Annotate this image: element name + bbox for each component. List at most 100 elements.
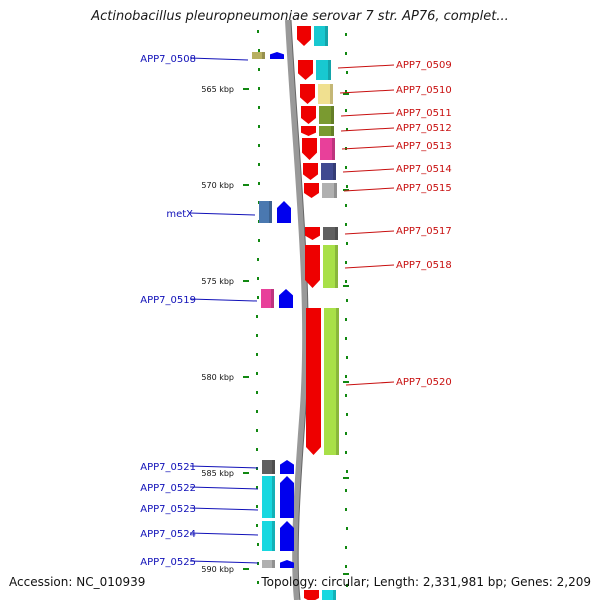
tick-mark <box>258 87 260 90</box>
tick-mark <box>258 163 260 166</box>
block-shade <box>272 476 275 518</box>
tick-mark <box>256 410 258 413</box>
gene-label[interactable]: APP7_0515 <box>396 183 452 194</box>
tick-mark <box>346 128 348 131</box>
tick-mark <box>345 204 347 207</box>
reverse-strand-arrow <box>279 289 293 308</box>
gene-label[interactable]: APP7_0513 <box>396 141 452 152</box>
gene-label[interactable]: APP7_0518 <box>396 260 452 271</box>
gene-block <box>323 227 338 240</box>
gene-label[interactable]: APP7_0519 <box>140 295 196 306</box>
gene-block <box>318 84 333 104</box>
tick-mark <box>346 242 348 245</box>
gene-label[interactable]: APP7_0511 <box>396 108 452 119</box>
forward-strand-arrow <box>298 60 313 80</box>
tick-mark <box>257 562 259 565</box>
tick-mark <box>256 429 258 432</box>
gene-label[interactable]: APP7_0514 <box>396 164 452 175</box>
tick-mark <box>345 90 347 93</box>
block-shade <box>336 308 339 455</box>
map-title: Actinobacillus pleuropneumoniae serovar … <box>91 9 509 24</box>
gene-label[interactable]: APP7_0510 <box>396 85 452 96</box>
major-tick <box>343 285 349 287</box>
gene-label[interactable]: APP7_0517 <box>396 226 452 237</box>
block-shade <box>269 201 272 223</box>
tick-mark <box>257 277 259 280</box>
gene-label[interactable]: APP7_0508 <box>140 54 196 65</box>
gene-label[interactable]: APP7_0524 <box>140 529 196 540</box>
tick-mark <box>346 71 348 74</box>
gene-label-leader <box>344 264 395 269</box>
tick-mark <box>258 106 260 109</box>
gene-label-leader <box>189 532 259 536</box>
tick-mark <box>257 258 259 261</box>
tick-mark <box>257 543 259 546</box>
forward-strand-arrow <box>302 138 317 160</box>
tick-mark <box>346 299 348 302</box>
tick-mark <box>346 584 348 587</box>
gene-block <box>262 521 275 551</box>
gene-label[interactable]: APP7_0509 <box>396 60 452 71</box>
accession-text: Accession: NC_010939 <box>9 575 146 589</box>
genome-summary: Topology: circular; Length: 2,331,981 bp… <box>261 575 591 589</box>
gene-label-leader <box>340 127 395 132</box>
tick-mark <box>345 261 347 264</box>
major-tick <box>243 376 249 378</box>
tick-mark <box>345 394 347 397</box>
tick-mark <box>345 280 347 283</box>
gene-label[interactable]: APP7_0523 <box>140 504 196 515</box>
gene-label[interactable]: APP7_0521 <box>140 462 196 473</box>
gene-label-leader <box>189 212 256 216</box>
tick-mark <box>346 527 348 530</box>
coordinate-tick-label: 580 kbp <box>201 373 234 382</box>
gene-block <box>316 60 331 80</box>
gene-label-leader <box>189 486 259 490</box>
block-shade <box>332 138 335 160</box>
tick-mark <box>256 486 258 489</box>
gene-label-leader <box>189 57 249 61</box>
gene-label[interactable]: metX <box>166 209 193 220</box>
forward-strand-arrow <box>304 183 319 198</box>
block-shade <box>262 52 265 59</box>
block-shade <box>272 521 275 551</box>
reverse-strand-arrow <box>280 560 294 568</box>
tick-mark <box>345 432 347 435</box>
forward-strand-arrow <box>300 84 315 104</box>
coordinate-tick-label: 565 kbp <box>201 85 234 94</box>
gene-block <box>262 476 275 518</box>
coordinate-tick-label: 570 kbp <box>201 181 234 190</box>
gene-block <box>322 183 337 198</box>
block-shade <box>272 560 275 568</box>
reverse-strand-arrow <box>280 460 294 474</box>
block-shade <box>335 227 338 240</box>
tick-mark <box>256 334 258 337</box>
tick-mark <box>256 448 258 451</box>
forward-strand-arrow <box>305 227 320 240</box>
genome-backbone <box>285 19 309 600</box>
tick-mark <box>345 109 347 112</box>
major-tick <box>343 573 349 575</box>
gene-label[interactable]: APP7_0512 <box>396 123 452 134</box>
tick-mark <box>256 524 258 527</box>
tick-mark <box>345 33 347 36</box>
forward-strand-arrow <box>301 106 316 124</box>
gene-block <box>262 560 275 568</box>
gene-label[interactable]: APP7_0520 <box>396 377 452 388</box>
tick-mark <box>345 337 347 340</box>
reverse-strand-arrow <box>280 521 294 551</box>
tick-mark <box>345 451 347 454</box>
tick-mark <box>345 318 347 321</box>
gene-label[interactable]: APP7_0522 <box>140 483 196 494</box>
block-shade <box>330 84 333 104</box>
tick-mark <box>345 52 347 55</box>
tick-mark <box>257 296 259 299</box>
gene-label[interactable]: APP7_0525 <box>140 557 196 568</box>
gene-label-leader <box>337 64 395 69</box>
tick-mark <box>345 223 347 226</box>
forward-strand-arrow <box>301 126 316 136</box>
tick-mark <box>346 185 348 188</box>
block-shade <box>335 245 338 288</box>
tick-mark <box>258 68 260 71</box>
tick-mark <box>345 546 347 549</box>
tick-mark <box>258 125 260 128</box>
